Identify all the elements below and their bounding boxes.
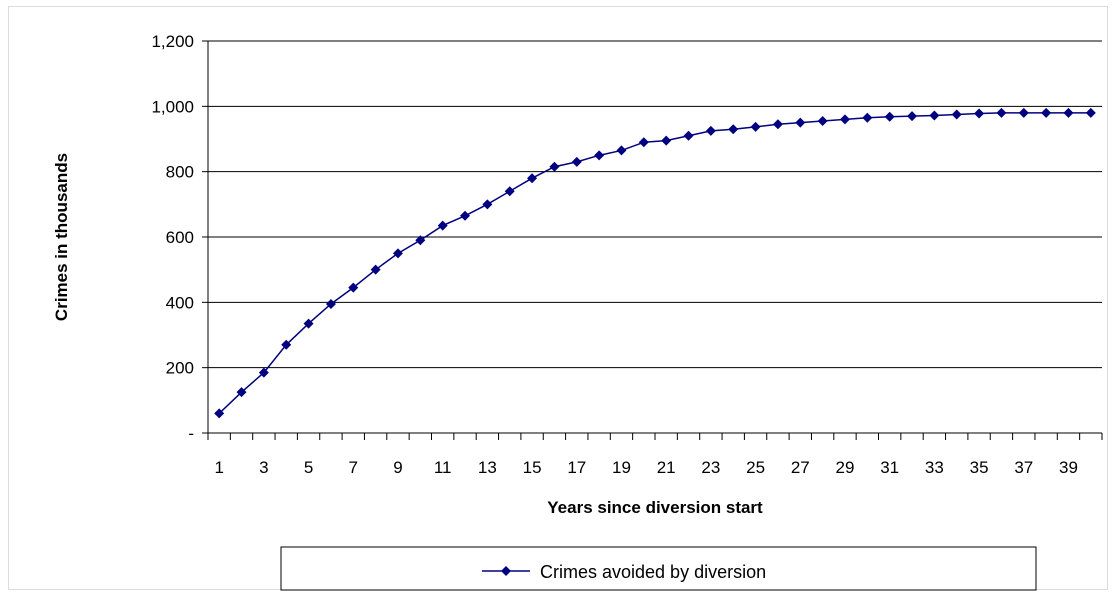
data-point	[1085, 107, 1096, 118]
x-tick-label: 3	[259, 458, 268, 477]
data-point	[370, 264, 381, 275]
data-point	[1018, 107, 1029, 118]
legend: Crimes avoided by diversion	[280, 546, 1037, 591]
series-layer	[214, 107, 1096, 419]
data-point	[482, 199, 493, 210]
y-tick-labels: - 200 400 600 800 1,000 1,200	[151, 32, 194, 443]
data-point	[705, 125, 716, 136]
data-point	[974, 108, 985, 119]
data-point	[325, 298, 336, 309]
legend-box	[280, 546, 1037, 591]
x-tick-label: 19	[612, 458, 631, 477]
data-point	[638, 137, 649, 148]
data-point	[281, 339, 292, 350]
data-point	[1041, 107, 1052, 118]
data-point	[415, 235, 426, 246]
x-tick-label: 21	[657, 458, 676, 477]
data-point	[236, 387, 247, 398]
data-point	[772, 119, 783, 130]
y-tick-label: 800	[166, 163, 194, 182]
data-point	[616, 145, 627, 156]
data-point	[683, 130, 694, 141]
gridlines	[208, 40, 1102, 369]
data-point	[504, 186, 515, 197]
data-point	[214, 408, 225, 419]
y-tick-label: 200	[166, 359, 194, 378]
x-tick-label: 17	[567, 458, 586, 477]
x-tick-labels: 1 3 5 7 9 11 13 15 17 19 21 23 25 27 29 31 33 35 37 39	[214, 458, 1077, 477]
data-point	[392, 248, 403, 259]
y-tick-label: 400	[166, 293, 194, 312]
x-tick-label: 37	[1014, 458, 1033, 477]
x-tick-label: 13	[478, 458, 497, 477]
data-point	[817, 116, 828, 127]
data-point	[527, 173, 538, 184]
y-tick-label: 1,000	[151, 97, 194, 116]
x-tick-label: 25	[746, 458, 765, 477]
data-point	[750, 121, 761, 132]
x-tick-label: 29	[836, 458, 855, 477]
data-point	[839, 114, 850, 125]
x-tick-label: 7	[349, 458, 358, 477]
x-tick-label: 1	[214, 458, 223, 477]
axes	[202, 40, 1103, 440]
x-tick-label: 9	[393, 458, 402, 477]
x-tick-label: 27	[791, 458, 810, 477]
data-point	[661, 135, 672, 146]
data-point	[258, 367, 269, 378]
y-axis-title: Crimes in thousands	[52, 153, 71, 321]
data-point	[996, 107, 1007, 118]
x-axis-title: Years since diversion start	[547, 498, 763, 517]
data-point	[303, 318, 314, 329]
x-tick-label: 23	[701, 458, 720, 477]
data-point	[862, 112, 873, 123]
data-point	[549, 161, 560, 172]
x-tick-label: 15	[523, 458, 542, 477]
y-tick-label: -	[188, 424, 194, 443]
data-point	[795, 117, 806, 128]
legend-marker	[501, 566, 511, 576]
series-line	[218, 112, 1091, 414]
x-tick-label: 39	[1059, 458, 1078, 477]
data-point	[884, 111, 895, 122]
x-tick-label: 11	[434, 458, 452, 477]
y-tick-label: 600	[166, 228, 194, 247]
data-point	[437, 220, 448, 231]
data-point	[907, 111, 918, 122]
data-point	[929, 110, 940, 121]
x-tick-label: 33	[925, 458, 944, 477]
x-tick-label: 31	[880, 458, 899, 477]
legend-label: Crimes avoided by diversion	[540, 562, 766, 582]
data-point	[594, 150, 605, 161]
x-tick-label: 5	[304, 458, 313, 477]
data-point	[348, 282, 359, 293]
y-tick-label: 1,200	[151, 32, 194, 51]
data-point	[460, 210, 471, 221]
data-point	[951, 109, 962, 120]
data-point	[728, 124, 739, 135]
data-point	[571, 156, 582, 167]
data-point	[1063, 107, 1074, 118]
x-tick-label: 35	[970, 458, 989, 477]
